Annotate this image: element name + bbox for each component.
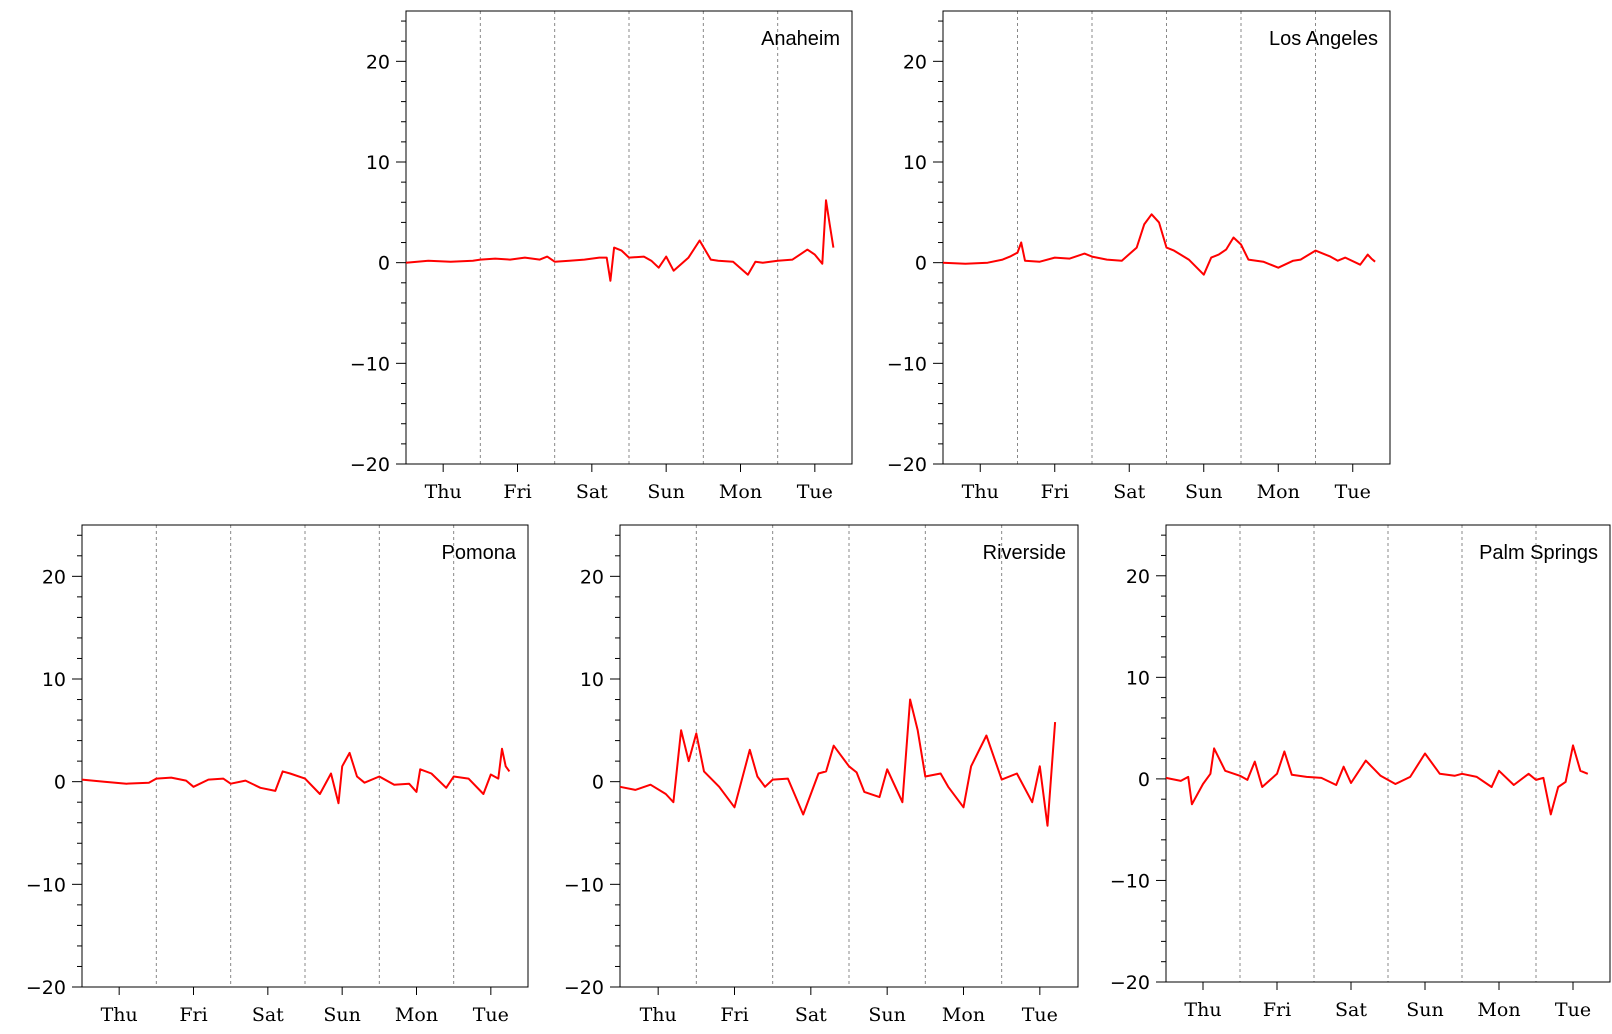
x-tick-label: Mon [719, 481, 762, 503]
x-tick-label: Tue [473, 1004, 509, 1026]
x-tick-label: Mon [1257, 481, 1300, 503]
plot-frame [405, 10, 853, 465]
y-tick-label: 0 [915, 253, 927, 275]
x-tick-label: Tue [1335, 481, 1371, 503]
y-tick-label: −10 [350, 353, 390, 375]
chart-panel-los-angeles: −20 −10 0 10 20 Thu Fri Sat Sun Mon Tue Los Angeles [887, 10, 1391, 503]
x-tick-label: Thu [425, 481, 462, 503]
y-tick-label: 20 [903, 51, 927, 73]
x-tick-label: Thu [1184, 999, 1221, 1021]
y-tick-label: 20 [366, 51, 390, 73]
y-tick-label: 10 [903, 152, 927, 174]
series-line [942, 213, 1376, 276]
x-tick-label: Sun [1185, 481, 1223, 503]
y-tick-label: 20 [42, 566, 66, 588]
x-tick-label: Mon [395, 1004, 438, 1026]
series-line [619, 698, 1057, 827]
chart-panel-riverside: −20 −10 0 10 20 Thu Fri Sat Sun Mon Tue Riverside [564, 524, 1079, 1026]
series-line [405, 199, 835, 282]
chart-panel-anaheim: −20 −10 0 10 20 Thu Fri Sat Sun Mon Tue Anaheim [350, 10, 853, 503]
x-tick-label: Fri [1041, 481, 1069, 503]
panel-title: Anaheim [761, 28, 840, 50]
y-tick-label: −20 [26, 977, 66, 999]
plot-frame [1165, 524, 1611, 983]
x-tick-label: Sat [795, 1004, 827, 1026]
x-tick-label: Mon [1477, 999, 1520, 1021]
y-tick-label: −20 [887, 454, 927, 476]
x-tick-label: Thu [101, 1004, 138, 1026]
y-tick-label: 10 [580, 669, 604, 691]
y-tick-label: −20 [564, 977, 604, 999]
x-tick-label: Mon [942, 1004, 985, 1026]
x-tick-label: Tue [1022, 1004, 1058, 1026]
y-tick-label: 0 [54, 772, 66, 794]
y-tick-label: −10 [1110, 870, 1150, 892]
x-tick-label: Thu [640, 1004, 677, 1026]
y-tick-label: −10 [26, 874, 66, 896]
panel-title: Los Angeles [1269, 28, 1378, 50]
x-tick-label: Sun [323, 1004, 361, 1026]
x-tick-label: Tue [797, 481, 833, 503]
panel-title: Palm Springs [1479, 542, 1598, 564]
chart-panel-palm-springs: −20 −10 0 10 20 Thu Fri Sat Sun Mon Tue Palm Spring… [1110, 524, 1611, 1021]
x-tick-label: Fri [179, 1004, 207, 1026]
y-tick-label: 10 [366, 152, 390, 174]
series-line [81, 747, 511, 805]
y-tick-label: 10 [42, 669, 66, 691]
y-tick-label: 0 [378, 253, 390, 275]
series-line [1165, 744, 1589, 816]
x-tick-label: Fri [503, 481, 531, 503]
x-tick-label: Thu [962, 481, 999, 503]
x-tick-label: Sat [1113, 481, 1145, 503]
x-tick-label: Sun [868, 1004, 906, 1026]
y-tick-label: 0 [1138, 769, 1150, 791]
x-tick-label: Fri [1263, 999, 1291, 1021]
plot-frame [81, 524, 529, 988]
chart-panel-pomona: −20 −10 0 10 20 Thu Fri Sat Sun Mon Tue Pomona [26, 524, 529, 1026]
y-tick-label: 20 [1126, 566, 1150, 588]
x-tick-label: Sun [647, 481, 685, 503]
x-tick-label: Tue [1555, 999, 1591, 1021]
x-tick-label: Fri [720, 1004, 748, 1026]
y-tick-label: 20 [580, 566, 604, 588]
y-tick-label: −10 [887, 353, 927, 375]
y-tick-label: 0 [592, 772, 604, 794]
y-tick-label: −20 [1110, 972, 1150, 994]
x-tick-label: Sat [252, 1004, 284, 1026]
x-tick-label: Sun [1406, 999, 1444, 1021]
y-tick-label: −10 [564, 874, 604, 896]
x-tick-label: Sat [1335, 999, 1367, 1021]
panel-title: Pomona [442, 542, 517, 564]
x-tick-label: Sat [576, 481, 608, 503]
plot-frame [942, 10, 1391, 465]
y-tick-label: −20 [350, 454, 390, 476]
y-tick-label: 10 [1126, 667, 1150, 689]
plot-frame [619, 524, 1079, 988]
panel-title: Riverside [983, 542, 1066, 564]
